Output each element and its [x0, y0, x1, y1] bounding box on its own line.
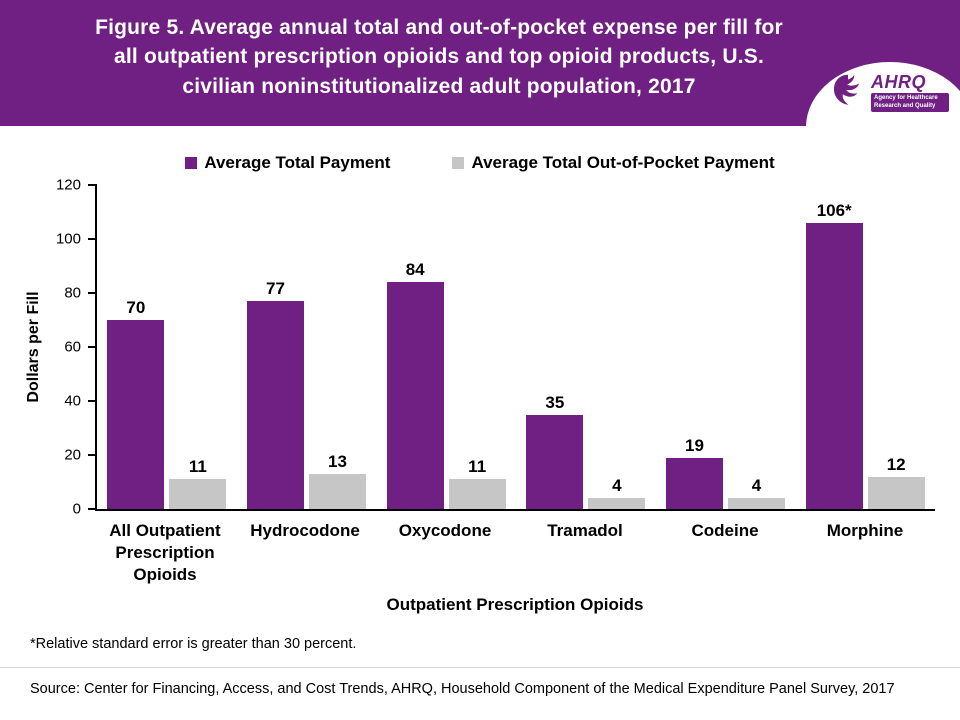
- ahrq-logo-tagline: Agency for Healthcare Research and Quali…: [871, 93, 949, 112]
- y-tick-label: 0: [72, 500, 81, 518]
- figure-title-line-1: Figure 5. Average annual total and out-o…: [95, 16, 783, 39]
- figure-title-line-3: civilian noninstitutionalized adult popu…: [182, 74, 696, 98]
- plot-area: 0 20 40 60 80 100 120 70 11 77 13 84 11 35 4 19 4 106* 12: [56, 177, 935, 518]
- bar-total-payment: [805, 222, 863, 509]
- legend-item-total-payment: Average Total Payment: [185, 153, 390, 173]
- bar-value-label: 77: [266, 279, 285, 299]
- bar-value-label: 11: [468, 457, 487, 477]
- x-category-label: Tramadol: [547, 521, 623, 540]
- bar-with-label: 19: [666, 185, 724, 509]
- figure-header-banner: Figure 5. Average annual total and out-o…: [0, 0, 960, 126]
- figure-title-line-2: all outpatient prescription opioids and …: [114, 45, 764, 69]
- bar-group: 106* 12: [795, 185, 935, 509]
- x-axis-category-labels: All Outpatient Prescription Opioids Hydro…: [95, 520, 935, 586]
- legend-swatch-total-payment: [185, 157, 198, 169]
- y-tick-mark: [88, 346, 97, 348]
- x-category-label: Codeine: [691, 521, 759, 540]
- legend-label-out-of-pocket: Average Total Out-of-Pocket Payment: [471, 153, 775, 172]
- legend-swatch-out-of-pocket: [452, 157, 465, 169]
- bar-with-label: 106*: [805, 185, 863, 509]
- bar-value-label: 84: [405, 260, 425, 280]
- bar-group: 70 11: [97, 185, 237, 509]
- bar-with-label: 84: [386, 185, 444, 509]
- bar-value-label: 19: [685, 435, 704, 455]
- y-tick-label: 100: [55, 230, 81, 248]
- bar-with-label: 13: [309, 185, 366, 509]
- bar-out-of-pocket-payment: [867, 476, 925, 509]
- bar-with-label: 77: [247, 185, 304, 509]
- bar-value-label: 70: [126, 298, 146, 317]
- y-axis-title: Dollars per Fill: [25, 291, 42, 403]
- bar-with-label: 4: [588, 185, 646, 509]
- bar-total-payment: [526, 414, 584, 509]
- chart-legend: Average Total Payment Average Total Out-…: [0, 153, 960, 173]
- source-line: Source: Center for Financing, Access, an…: [30, 681, 895, 697]
- figure-title: Figure 5. Average annual total and out-o…: [30, 13, 848, 101]
- y-tick-mark: [88, 454, 97, 456]
- y-tick-mark: [88, 184, 97, 186]
- bar-total-payment: [247, 301, 304, 509]
- bar-out-of-pocket-payment: [588, 498, 646, 509]
- y-tick-label: 20: [64, 446, 81, 464]
- ahrq-logo-text-block: AHRQ Agency for Healthcare Research and …: [871, 73, 949, 112]
- y-tick-mark: [88, 508, 97, 510]
- x-category-label: Oxycodone: [398, 521, 492, 540]
- bar-with-label: 4: [728, 185, 786, 509]
- bar-with-label: 70: [107, 185, 165, 509]
- x-axis-title: Outpatient Prescription Opioids: [386, 595, 644, 614]
- footer-divider: [0, 667, 960, 668]
- bar-value-label: 12: [886, 454, 906, 474]
- bar-out-of-pocket-payment: [309, 473, 366, 509]
- bar-with-label: 35: [526, 185, 584, 509]
- y-tick-label: 60: [64, 338, 81, 356]
- x-category-label: All Outpatient Prescription Opioids: [109, 521, 221, 585]
- bar-group: 35 4: [516, 185, 656, 509]
- y-tick-label: 120: [55, 176, 81, 194]
- ahrq-logo-name: AHRQ: [871, 72, 926, 92]
- bar-out-of-pocket-payment: [728, 498, 786, 509]
- bar-group: 84 11: [376, 185, 516, 509]
- bar-with-label: 11: [169, 185, 227, 509]
- bar-value-label: 4: [612, 476, 622, 496]
- legend-label-total-payment: Average Total Payment: [204, 153, 391, 172]
- bar-out-of-pocket-payment: [448, 479, 506, 509]
- ahrq-logo: AHRQ Agency for Healthcare Research and …: [806, 62, 960, 126]
- footnote: *Relative standard error is greater than…: [30, 636, 357, 652]
- y-tick-label: 80: [64, 284, 81, 302]
- x-category-label: Morphine: [826, 521, 904, 540]
- x-category-label: Hydrocodone: [250, 521, 360, 540]
- y-tick-label: 40: [64, 392, 81, 410]
- bar-value-label: 106*: [816, 200, 852, 220]
- bar-group: 77 13: [237, 185, 377, 509]
- y-tick-mark: [88, 400, 97, 402]
- hhs-logo-icon: [833, 74, 860, 105]
- y-tick-mark: [88, 238, 97, 240]
- bar-value-label: 35: [545, 392, 565, 412]
- bar-value-label: 11: [188, 457, 207, 477]
- bar-value-label: 4: [751, 476, 762, 496]
- bar-group: 19 4: [656, 185, 796, 509]
- bar-total-payment: [107, 320, 165, 509]
- legend-item-out-of-pocket: Average Total Out-of-Pocket Payment: [452, 153, 775, 173]
- bar-with-label: 12: [867, 185, 925, 509]
- bar-out-of-pocket-payment: [169, 479, 227, 509]
- bar-value-label: 13: [328, 451, 347, 471]
- bar-with-label: 11: [448, 185, 506, 509]
- y-tick-mark: [88, 292, 97, 294]
- bar-total-payment: [386, 282, 444, 509]
- bar-total-payment: [666, 457, 724, 509]
